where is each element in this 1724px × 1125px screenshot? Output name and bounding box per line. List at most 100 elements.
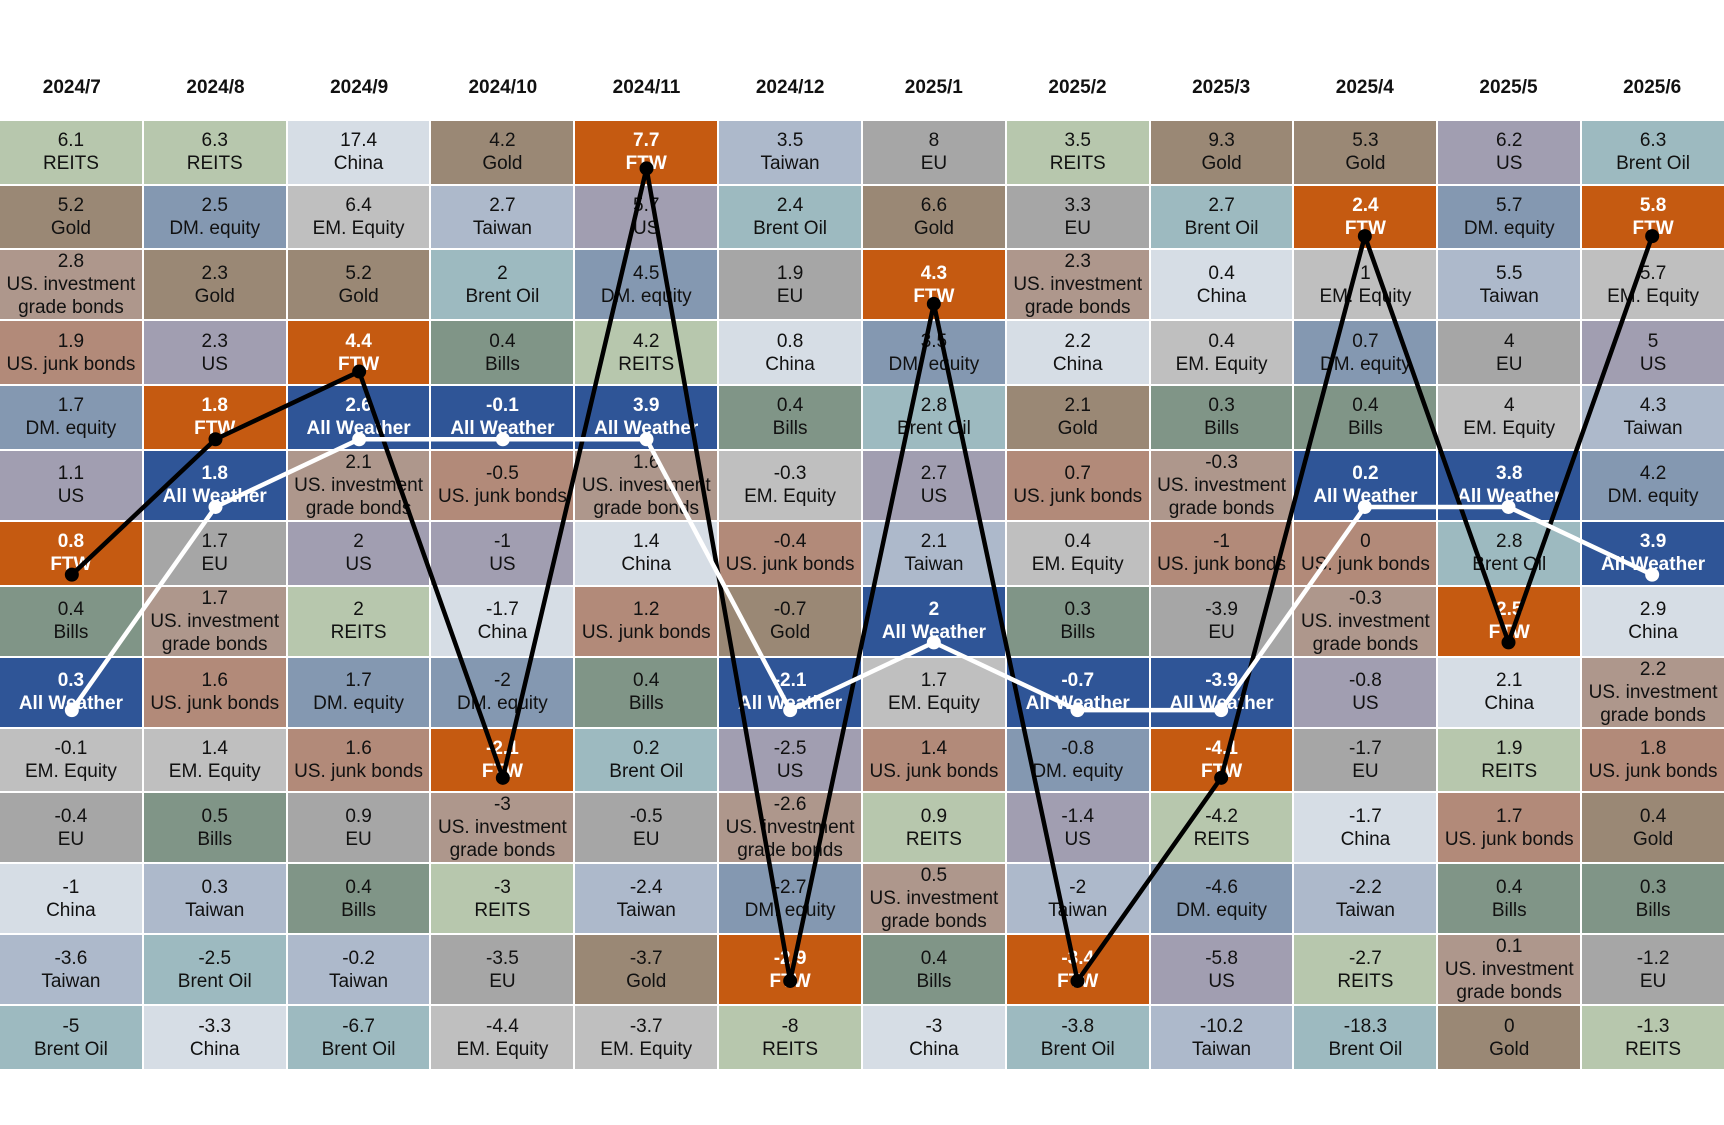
cell-asset-label: US: [345, 554, 372, 576]
cell-value: -3.3: [198, 1015, 232, 1037]
cell-value: 2.8: [1496, 531, 1523, 553]
cell-value: -3: [925, 1015, 943, 1037]
cell-asset-label: US. investment grade bonds: [1588, 681, 1718, 726]
period-header: 2025/5: [1479, 77, 1538, 98]
cell-asset-label: US. junk bonds: [1444, 828, 1574, 850]
cell-taiwan: -2 Taiwan: [1006, 864, 1149, 934]
cell-ftw: 4.3 FTW: [862, 250, 1005, 320]
cell-asset-label: Bills: [1347, 418, 1383, 440]
cell-value: 0.4: [1064, 531, 1091, 553]
cell-em-equity: 6.4 EM. Equity: [287, 185, 430, 249]
cell-asset-label: REITS: [1481, 760, 1538, 782]
cell-asset-label: EM. Equity: [24, 760, 117, 782]
cell-value: 1.6: [345, 737, 372, 759]
cell-reits: -2.7 REITS: [1294, 935, 1437, 1005]
cell-all-weather: 3.9 All Weather: [575, 386, 718, 449]
cell-value: 4.2: [633, 330, 660, 352]
cell-us-investment-grade-bonds: 0.5 US. investment grade bonds: [862, 864, 1005, 934]
cell-value: 1.6: [201, 670, 228, 692]
cell-all-weather: -0.7 All Weather: [1006, 657, 1149, 727]
cell-asset-label: China: [46, 899, 96, 921]
cell-asset-label: EU: [1496, 353, 1523, 375]
cell-value: 7.7: [633, 130, 660, 152]
cell-value: 4: [1503, 395, 1515, 417]
cell-value: -3.6: [54, 947, 88, 969]
cell-asset-label: All Weather: [1313, 486, 1418, 508]
cell-value: 2.1: [345, 451, 372, 473]
cell-asset-label: Brent Oil: [177, 970, 252, 992]
cell-eu: 4 EU: [1438, 321, 1581, 385]
cell-asset-label: EU: [920, 153, 948, 175]
cell-value: 6.3: [201, 130, 228, 152]
cell-asset-label: All Weather: [306, 418, 411, 440]
cell-asset-label: China: [1052, 353, 1103, 375]
cell-value: -0.7: [773, 599, 807, 621]
cell-dm-equity: -4.6 DM. equity: [1150, 864, 1293, 934]
cell-asset-label: Taiwan: [185, 899, 245, 921]
cell-value: 1.6: [633, 451, 660, 473]
cell-value: 2.5: [201, 195, 228, 217]
cell-us-investment-grade-bonds: 2.8 US. investment grade bonds: [0, 250, 142, 320]
cell-asset-label: China: [621, 554, 672, 576]
cell-eu: -3.5 EU: [431, 935, 574, 1005]
cell-us-junk-bonds: 1.9 US. junk bonds: [0, 321, 142, 385]
period-header: 2025/2: [1048, 77, 1107, 98]
cell-reits: -3 REITS: [431, 864, 574, 934]
cell-ftw: -3.4 FTW: [1006, 935, 1149, 1005]
cell-value: 2.5: [1496, 599, 1523, 621]
cell-value: -0.8: [1349, 670, 1382, 692]
cell-brent-oil: 2.8 Brent Oil: [862, 386, 1005, 449]
cell-value: 5: [1647, 330, 1659, 352]
cell-brent-oil: -2.5 Brent Oil: [143, 935, 286, 1005]
period-header: 2024/10: [468, 77, 538, 98]
cell-asset-label: EU: [1208, 622, 1235, 644]
cell-value: -2.7: [1349, 947, 1382, 969]
cell-em-equity: 1.4 EM. Equity: [143, 728, 286, 792]
cell-asset-label: US. investment grade bonds: [294, 474, 423, 519]
cell-asset-label: Gold: [338, 285, 379, 307]
cell-us-junk-bonds: 0.7 US. junk bonds: [1006, 450, 1149, 520]
cell-brent-oil: 2 Brent Oil: [431, 250, 574, 320]
cell-value: -2.1: [773, 670, 807, 692]
cell-value: 2.3: [201, 330, 228, 352]
cell-asset-label: China: [189, 1038, 240, 1060]
cell-value: -5: [62, 1015, 80, 1037]
cell-asset-label: All Weather: [1457, 486, 1562, 508]
cell-asset-label: US. investment grade bonds: [1013, 274, 1143, 319]
cell-taiwan: -10.2 Taiwan: [1150, 1006, 1293, 1069]
cell-value: 0.5: [920, 865, 948, 887]
cell-bills: 0.4 Bills: [862, 935, 1005, 1005]
cell-asset-label: FTW: [194, 418, 236, 440]
cell-value: 0.8: [776, 330, 804, 352]
cell-value: 3.9: [1639, 531, 1667, 553]
cell-value: 0: [1503, 1015, 1515, 1037]
cell-bills: 0.4 Bills: [1294, 386, 1437, 449]
cell-asset-label: Taiwan: [1623, 418, 1683, 440]
cell-all-weather: 0.3 All Weather: [0, 657, 142, 727]
cell-asset-label: China: [1484, 693, 1535, 715]
cell-value: 0.4: [1208, 262, 1235, 284]
cell-asset-label: DM. equity: [457, 693, 548, 715]
cell-us-junk-bonds: 1.8 US. junk bonds: [1582, 728, 1724, 792]
cell-value: 2.6: [345, 395, 372, 417]
cell-bills: 0.4 Bills: [1438, 864, 1581, 934]
cell-china: 2.2 China: [1006, 321, 1149, 385]
cell-value: 4: [1503, 330, 1515, 352]
cell-asset-label: DM. equity: [1176, 899, 1267, 921]
cell-value: 0.4: [776, 395, 804, 417]
cell-asset-label: US: [1496, 153, 1523, 175]
cell-value: 0.4: [1639, 805, 1667, 827]
cell-asset-label: US. junk bonds: [437, 486, 567, 508]
cell-asset-label: Taiwan: [41, 970, 101, 992]
cell-eu: -3.9 EU: [1150, 586, 1293, 656]
cell-asset-label: China: [477, 622, 528, 644]
cell-us-investment-grade-bonds: 2.3 US. investment grade bonds: [1006, 250, 1149, 320]
cell-brent-oil: -5 Brent Oil: [0, 1006, 142, 1069]
cell-asset-label: US: [633, 218, 660, 240]
cell-value: 3.5: [776, 130, 804, 152]
cell-asset-label: FTW: [1632, 218, 1674, 240]
cell-value: 2: [353, 531, 364, 553]
cell-value: 5.7: [1496, 195, 1523, 217]
cell-us-junk-bonds: 1.2 US. junk bonds: [575, 586, 718, 656]
cell-taiwan: 2.7 Taiwan: [431, 185, 574, 249]
